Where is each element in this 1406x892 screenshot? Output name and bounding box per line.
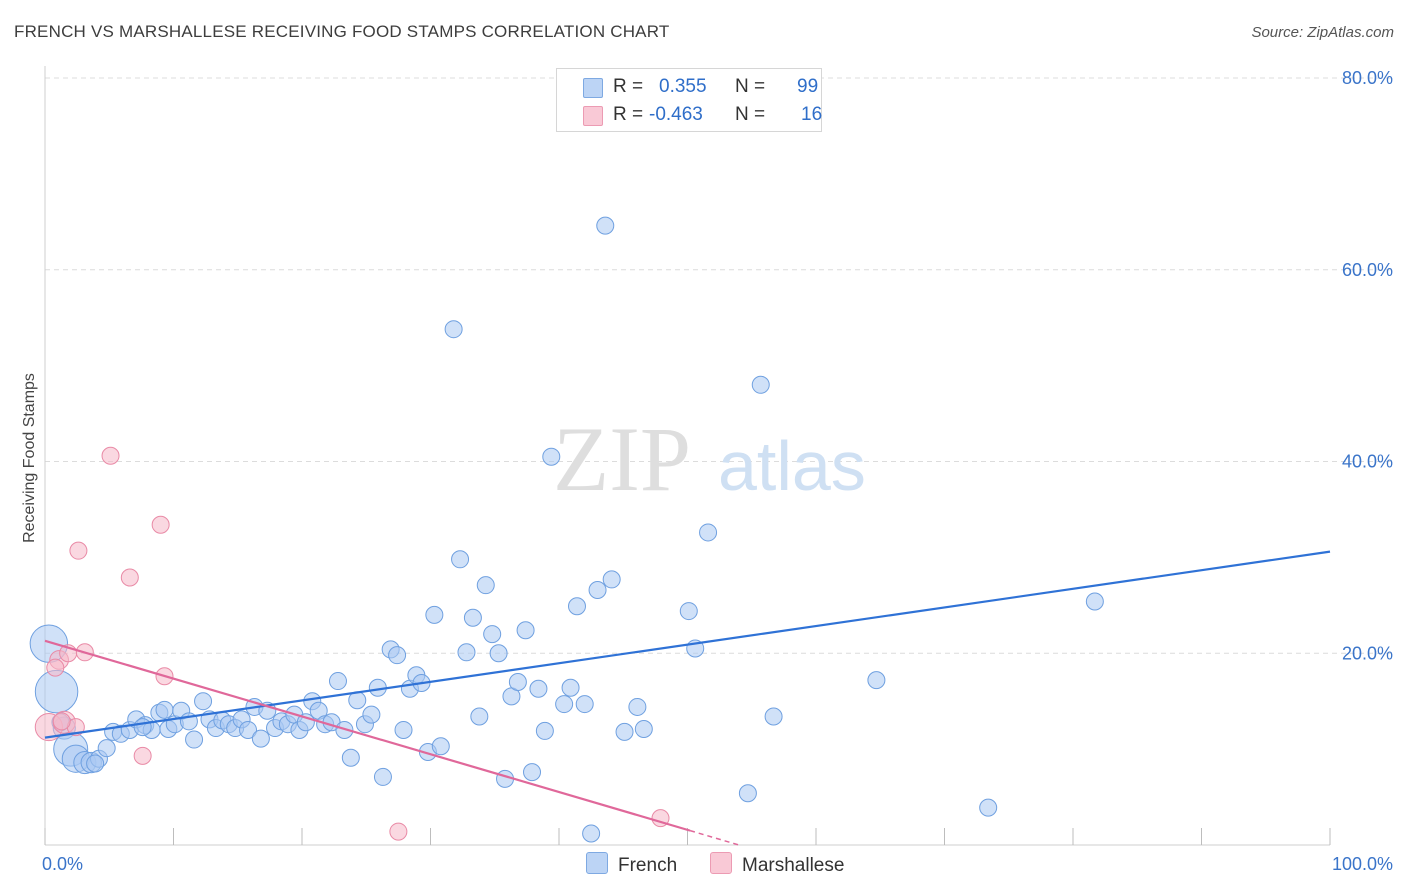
legend-r-value: 0.355 bbox=[659, 76, 707, 97]
data-point bbox=[699, 523, 718, 542]
data-point bbox=[588, 580, 607, 599]
data-point bbox=[373, 767, 392, 786]
trend-line-extension bbox=[689, 829, 740, 846]
data-point bbox=[34, 669, 79, 714]
series-label-french: French bbox=[618, 855, 678, 876]
data-point bbox=[979, 798, 998, 817]
data-point bbox=[764, 707, 783, 726]
data-point bbox=[69, 541, 88, 560]
legend-n-label: N = bbox=[735, 104, 766, 125]
legend-r-label: R = bbox=[613, 76, 644, 97]
data-point bbox=[151, 515, 170, 534]
data-point bbox=[476, 576, 495, 595]
x-tick-label-max: 100.0% bbox=[1332, 854, 1393, 874]
data-point bbox=[867, 671, 886, 690]
data-point bbox=[155, 700, 174, 719]
legend-swatch-french bbox=[583, 78, 603, 98]
data-point bbox=[120, 568, 139, 587]
source-credit: Source: ZipAtlas.com bbox=[1251, 24, 1394, 41]
data-point bbox=[101, 446, 120, 465]
data-point bbox=[389, 822, 408, 841]
data-point bbox=[97, 739, 116, 758]
data-point bbox=[239, 720, 258, 739]
data-point bbox=[535, 721, 554, 740]
data-point bbox=[602, 570, 621, 589]
data-point bbox=[444, 320, 463, 339]
data-point bbox=[394, 720, 413, 739]
data-point bbox=[251, 729, 270, 748]
data-point bbox=[523, 763, 542, 782]
x-tick-label-min: 0.0% bbox=[42, 854, 83, 874]
data-point bbox=[194, 692, 213, 711]
series-swatch-french bbox=[586, 852, 608, 874]
watermark-zip: ZIP bbox=[553, 408, 691, 510]
data-point bbox=[133, 746, 152, 765]
data-point bbox=[451, 550, 470, 569]
series-french-points bbox=[29, 216, 1104, 843]
watermark: ZIP atlas bbox=[553, 408, 866, 510]
data-point bbox=[751, 375, 770, 394]
legend-r-label: R = bbox=[613, 104, 644, 125]
gridlines bbox=[45, 77, 1393, 654]
data-point bbox=[738, 784, 757, 803]
legend-n-label: N = bbox=[735, 76, 766, 97]
legend-r-value: -0.463 bbox=[649, 104, 703, 125]
trend-line-french bbox=[44, 550, 1331, 739]
chart-title: FRENCH VS MARSHALLESE RECEIVING FOOD STA… bbox=[14, 22, 670, 41]
data-point bbox=[46, 658, 65, 677]
data-point bbox=[596, 216, 615, 235]
data-point bbox=[615, 722, 634, 741]
data-point bbox=[52, 712, 71, 731]
data-point bbox=[679, 602, 698, 621]
watermark-atlas: atlas bbox=[718, 427, 866, 505]
data-point bbox=[86, 754, 105, 773]
data-point bbox=[542, 447, 561, 466]
data-point bbox=[457, 643, 476, 662]
data-points bbox=[29, 216, 1104, 843]
series-legend-french[interactable]: French bbox=[586, 852, 677, 877]
y-tick-labels: 20.0% 40.0% 60.0% 80.0% bbox=[1342, 68, 1393, 663]
data-point bbox=[185, 730, 204, 749]
legend-swatch-marshallese bbox=[583, 106, 603, 126]
correlation-legend: R = 0.355 N = 99 R = -0.463 N = 16 bbox=[556, 68, 822, 132]
y-tick-label: 40.0% bbox=[1342, 452, 1393, 472]
legend-n-value: 99 bbox=[797, 76, 819, 97]
data-point bbox=[529, 679, 548, 698]
data-point bbox=[328, 672, 347, 691]
data-point bbox=[628, 697, 647, 716]
trend-lines bbox=[44, 550, 1331, 846]
data-point bbox=[362, 705, 381, 724]
y-tick-label: 80.0% bbox=[1342, 68, 1393, 88]
data-point bbox=[516, 621, 535, 640]
data-point bbox=[483, 625, 502, 644]
series-swatch-marshallese bbox=[710, 852, 732, 874]
data-point bbox=[582, 824, 601, 843]
data-point bbox=[489, 644, 508, 663]
trend-line-marshallese bbox=[44, 639, 691, 832]
y-tick-label: 20.0% bbox=[1342, 643, 1393, 663]
data-point bbox=[431, 737, 450, 756]
data-point bbox=[561, 678, 580, 697]
legend-n-value: 16 bbox=[801, 104, 823, 125]
series-legend-marshallese[interactable]: Marshallese bbox=[710, 852, 844, 877]
data-point bbox=[575, 695, 594, 714]
y-tick-label: 60.0% bbox=[1342, 260, 1393, 280]
data-point bbox=[463, 608, 482, 627]
data-point bbox=[1085, 592, 1104, 611]
data-point bbox=[508, 673, 527, 692]
y-axis-title: Receiving Food Stamps bbox=[21, 373, 38, 543]
data-point bbox=[133, 718, 152, 737]
data-point bbox=[425, 605, 444, 624]
data-point bbox=[567, 597, 586, 616]
data-point bbox=[341, 748, 360, 767]
data-point bbox=[634, 719, 653, 738]
series-label-marshallese: Marshallese bbox=[742, 855, 845, 876]
data-point bbox=[470, 707, 489, 726]
data-point bbox=[388, 646, 407, 665]
data-point bbox=[555, 695, 574, 714]
